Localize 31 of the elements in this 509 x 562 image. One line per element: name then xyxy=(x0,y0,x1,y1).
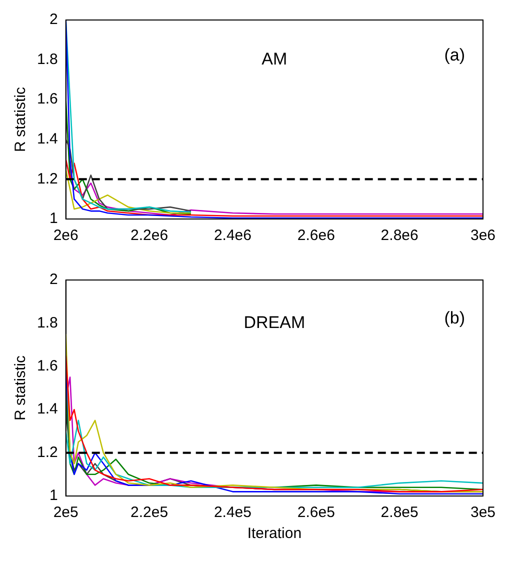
x-tick-label: 2.6e5 xyxy=(297,504,335,522)
y-tick-label: 1.4 xyxy=(36,130,58,148)
x-tick-label: 3e5 xyxy=(470,504,496,522)
annotation: AM xyxy=(262,49,288,68)
y-axis-title: R statistic xyxy=(12,355,30,421)
y-tick-label: 2 xyxy=(50,271,58,288)
x-axis-title: Iteration xyxy=(247,525,302,542)
x-tick-label: 2.4e5 xyxy=(214,504,252,522)
annotation: DREAM xyxy=(244,312,306,332)
y-axis-title: R statistic xyxy=(12,86,30,152)
annotation: (b) xyxy=(444,308,465,328)
x-tick-label: 2e6 xyxy=(53,227,78,244)
y-tick-label: 1.2 xyxy=(36,170,58,188)
x-tick-label: 2.4e6 xyxy=(214,227,252,244)
y-tick-label: 1.8 xyxy=(36,314,58,332)
annotation: (a) xyxy=(444,46,465,65)
x-tick-label: 2.2e6 xyxy=(130,227,168,244)
y-tick-label: 1 xyxy=(50,210,58,228)
y-tick-label: 1.6 xyxy=(36,358,58,375)
y-tick-label: 1.6 xyxy=(36,90,58,108)
y-tick-label: 1.2 xyxy=(36,444,58,461)
x-tick-label: 2.8e6 xyxy=(380,227,418,244)
y-tick-label: 1.8 xyxy=(36,50,58,68)
x-tick-label: 2.2e5 xyxy=(130,504,168,522)
x-tick-label: 2.6e6 xyxy=(297,227,335,244)
y-tick-label: 2 xyxy=(50,11,58,28)
x-tick-label: 2e5 xyxy=(53,504,78,522)
x-tick-label: 3e6 xyxy=(470,227,496,244)
x-tick-label: 2.8e5 xyxy=(380,504,418,522)
y-tick-label: 1 xyxy=(50,487,58,504)
y-tick-label: 1.4 xyxy=(36,400,58,418)
